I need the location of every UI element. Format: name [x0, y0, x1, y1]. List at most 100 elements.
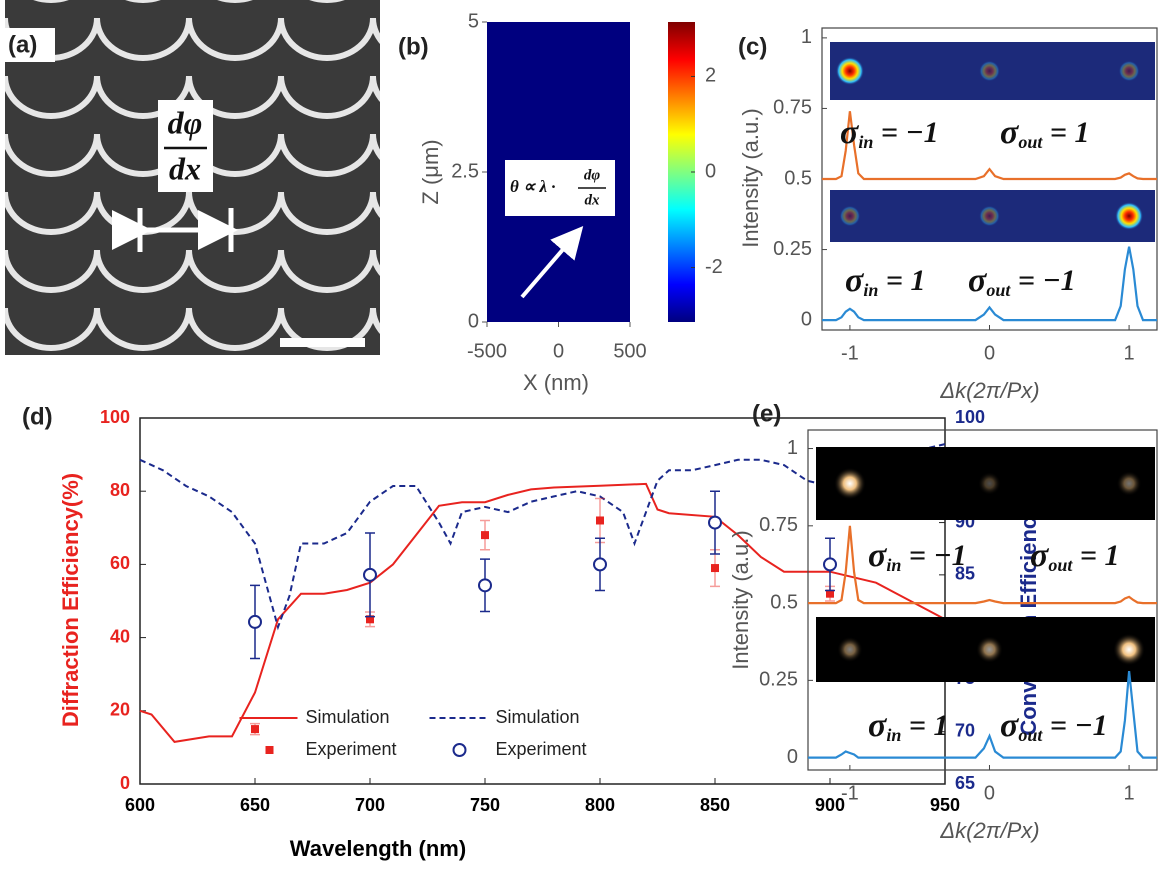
inset-spot — [979, 205, 1000, 227]
experiment-marker — [708, 515, 722, 530]
panel-label: (b) — [398, 33, 429, 60]
spin-label: σin = 1 — [868, 707, 948, 745]
annotation-numerator: dφ — [584, 167, 601, 183]
y-axis-label: Diffraction Efficiency(%) — [58, 473, 83, 727]
value: = −1 — [1010, 264, 1075, 297]
y-tick-label: 1 — [787, 437, 798, 459]
value: = 1 — [1072, 539, 1119, 572]
intensity-line — [808, 525, 1157, 605]
inset-spot — [833, 467, 866, 500]
colorbar-tick-label: 2 — [705, 65, 716, 87]
x-axis-label: Wavelength (nm) — [290, 836, 466, 861]
inset-spot — [839, 205, 861, 227]
intensity-line — [822, 246, 1157, 322]
x-tick-label: 500 — [613, 340, 646, 362]
y-tick-label: 0 — [468, 310, 479, 332]
subscript: in — [886, 555, 901, 575]
simulation-line — [139, 443, 946, 631]
panel-b-annotation: θ ∝ λ · dφ dx — [505, 160, 615, 299]
annotation-text: θ ∝ λ · — [510, 177, 556, 196]
spin-label: σout = −1 — [1000, 707, 1108, 745]
annotation-numerator: dφ — [168, 104, 203, 140]
x-tick-label: 850 — [700, 795, 730, 815]
colorbar-tick-label: -2 — [705, 256, 723, 278]
experiment-marker — [711, 564, 719, 573]
inset-spot — [1115, 202, 1144, 230]
experiment-marker — [481, 531, 489, 540]
simulation-line — [139, 482, 946, 743]
value: = −1 — [901, 539, 966, 572]
y-axis-label: Z (μm) — [418, 139, 443, 204]
x-tick-label: 900 — [815, 795, 845, 815]
symbol: σ — [1000, 114, 1020, 151]
x-tick-label: 1 — [1124, 342, 1135, 364]
experiment-marker — [363, 567, 377, 582]
experiment-marker — [596, 516, 604, 525]
y-axis-label: Intensity (a.u.) — [738, 108, 763, 247]
panel-a: (a) dφ dx — [5, 0, 380, 355]
y-tick-label: 100 — [100, 407, 130, 427]
inset-spot — [977, 471, 1001, 496]
x-tick-label: 750 — [470, 795, 500, 815]
experiment-marker — [251, 725, 259, 734]
subscript: in — [863, 280, 878, 300]
x-axis-label: Δk(2π/Px) — [939, 818, 1039, 843]
symbol: σ — [1000, 707, 1020, 744]
inset-spot — [835, 57, 864, 85]
symbol: σ — [1030, 537, 1050, 574]
spin-label: σout = 1 — [1000, 114, 1089, 152]
x-tick-label: 600 — [125, 795, 155, 815]
legend-label: Experiment — [306, 739, 397, 759]
experiment-marker — [478, 578, 492, 593]
x-tick-label: 0 — [553, 340, 564, 362]
spin-label: σin = −1 — [868, 537, 967, 575]
y-tick-label: 2.5 — [451, 160, 479, 182]
annotation-denominator: dx — [585, 192, 601, 208]
label-box — [5, 28, 55, 62]
plot-frame — [139, 417, 946, 785]
subscript: out — [1018, 725, 1043, 745]
inset-spot — [1118, 60, 1140, 82]
x-tick-label: 950 — [930, 795, 960, 815]
y2-tick-label: 100 — [955, 407, 985, 427]
annotation-denominator: dx — [169, 150, 201, 186]
symbol: σ — [968, 262, 988, 299]
x-tick-label: -1 — [841, 342, 859, 364]
subscript: in — [886, 725, 901, 745]
y-tick-label: 0.25 — [759, 669, 798, 691]
y-tick-label: 0.5 — [784, 167, 812, 189]
colorbar-tick-label: 0 — [705, 160, 716, 182]
x-tick-label: 1 — [1124, 782, 1135, 804]
y-tick-label: 0.75 — [773, 97, 812, 119]
y-tick-label: 1 — [801, 26, 812, 48]
panel-label: (c) — [738, 33, 767, 60]
x-tick-label: -1 — [841, 782, 859, 804]
legend-marker — [265, 746, 274, 754]
y-tick-label: 0 — [787, 746, 798, 768]
legend-label: Simulation — [496, 707, 580, 727]
y-axis-label: Intensity (a.u.) — [728, 530, 753, 669]
subscript: out — [1018, 132, 1043, 152]
value: = −1 — [873, 116, 938, 149]
inset-spot — [976, 636, 1003, 663]
x-tick-label: -500 — [467, 340, 507, 362]
spin-label: σin = 1 — [845, 262, 925, 300]
experiment-marker — [366, 615, 374, 624]
y-tick-label: 0.5 — [770, 591, 798, 613]
intensity-line — [808, 670, 1157, 759]
scale-bar — [280, 338, 365, 347]
symbol: σ — [868, 707, 888, 744]
symbol: σ — [868, 537, 888, 574]
y2-tick-label: 65 — [955, 773, 975, 793]
inset-spot — [837, 636, 863, 663]
spin-label: σout = 1 — [1030, 537, 1119, 575]
inset-spot — [979, 60, 1000, 82]
y-tick-label: 0.25 — [773, 238, 812, 260]
panel-label: (e) — [752, 400, 781, 427]
legend-label: Simulation — [306, 707, 390, 727]
x-tick-label: 800 — [585, 795, 615, 815]
colorbar — [668, 22, 695, 322]
intensity-line — [822, 111, 1157, 181]
y-tick-label: 60 — [110, 553, 130, 573]
